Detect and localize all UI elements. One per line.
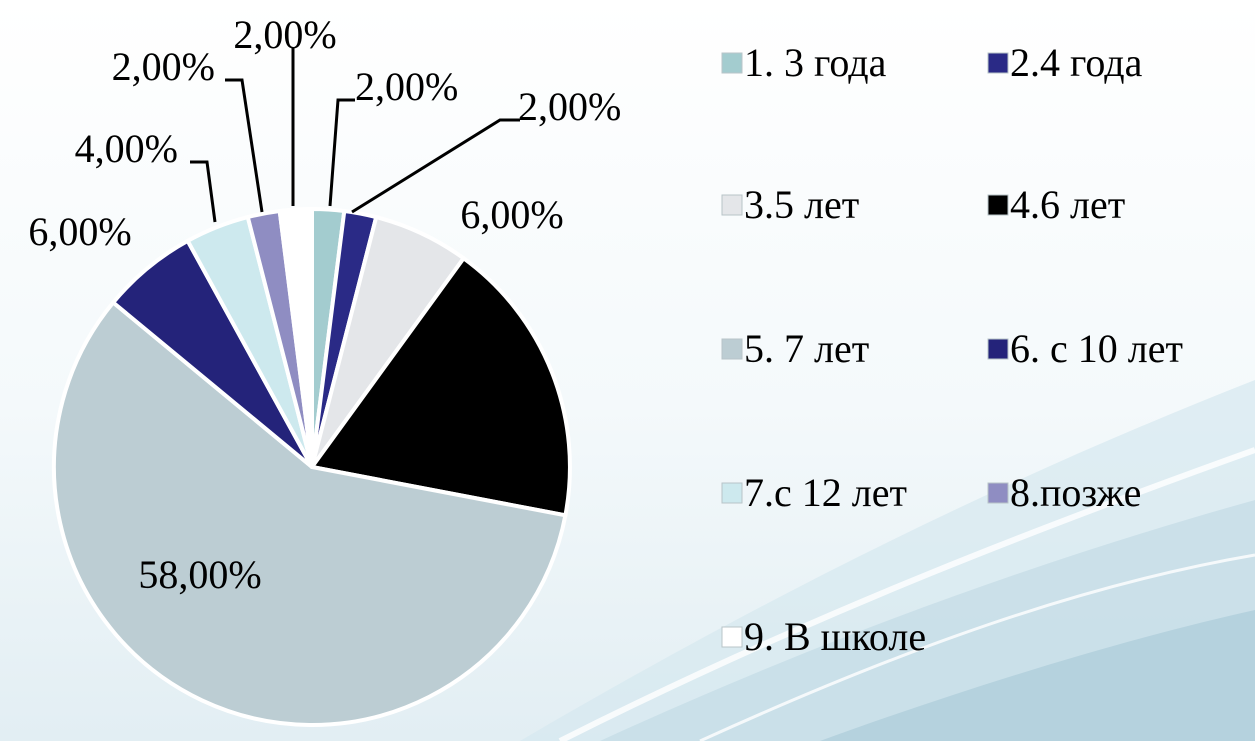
leader-line bbox=[190, 160, 217, 223]
legend-swatch bbox=[721, 482, 743, 504]
pie-slice bbox=[277, 206, 314, 469]
leader-line bbox=[351, 118, 520, 214]
data-label: 58,00% bbox=[138, 552, 261, 597]
data-label: 2,00% bbox=[112, 44, 215, 89]
leader-line bbox=[328, 98, 355, 207]
data-label: 2,00% bbox=[233, 12, 336, 57]
pie-slice bbox=[310, 256, 572, 518]
legend: 1. 3 года 2.4 года 3.5 лет 4.6 лет 5. 7 лет 6… bbox=[721, 40, 1183, 659]
legend-swatch bbox=[721, 626, 743, 648]
legend-label: 9. В школе bbox=[744, 614, 926, 659]
legend-label: 3.5 лет bbox=[744, 182, 859, 227]
data-labels: 2,00% 2,00% 6,00% 58,00% 6,00% 4,00% 2,00% 2,00… bbox=[28, 12, 621, 597]
legend-label: 5. 7 лет bbox=[744, 326, 869, 371]
legend-swatch bbox=[987, 194, 1009, 216]
legend-label: 1. 3 года bbox=[744, 40, 887, 85]
legend-swatch bbox=[721, 338, 743, 360]
data-label: 6,00% bbox=[460, 192, 563, 237]
legend-label: 2.4 года bbox=[1010, 40, 1143, 85]
leader-lines bbox=[190, 48, 520, 223]
legend-label: 8.позже bbox=[1010, 470, 1141, 515]
pie-slices bbox=[52, 206, 572, 727]
legend-swatch bbox=[987, 52, 1009, 74]
data-label: 2,00% bbox=[355, 64, 458, 109]
legend-swatch bbox=[987, 338, 1009, 360]
legend-swatch bbox=[721, 194, 743, 216]
legend-label: 7.с 12 лет bbox=[744, 470, 907, 515]
legend-label: 6. с 10 лет bbox=[1010, 326, 1183, 371]
legend-swatch bbox=[987, 482, 1009, 504]
data-label: 2,00% bbox=[518, 84, 621, 129]
data-label: 4,00% bbox=[75, 126, 178, 171]
legend-swatch bbox=[721, 52, 743, 74]
legend-label: 4.6 лет bbox=[1010, 182, 1125, 227]
data-label: 6,00% bbox=[28, 209, 131, 254]
leader-line bbox=[225, 78, 264, 213]
pie-slice bbox=[52, 300, 568, 727]
